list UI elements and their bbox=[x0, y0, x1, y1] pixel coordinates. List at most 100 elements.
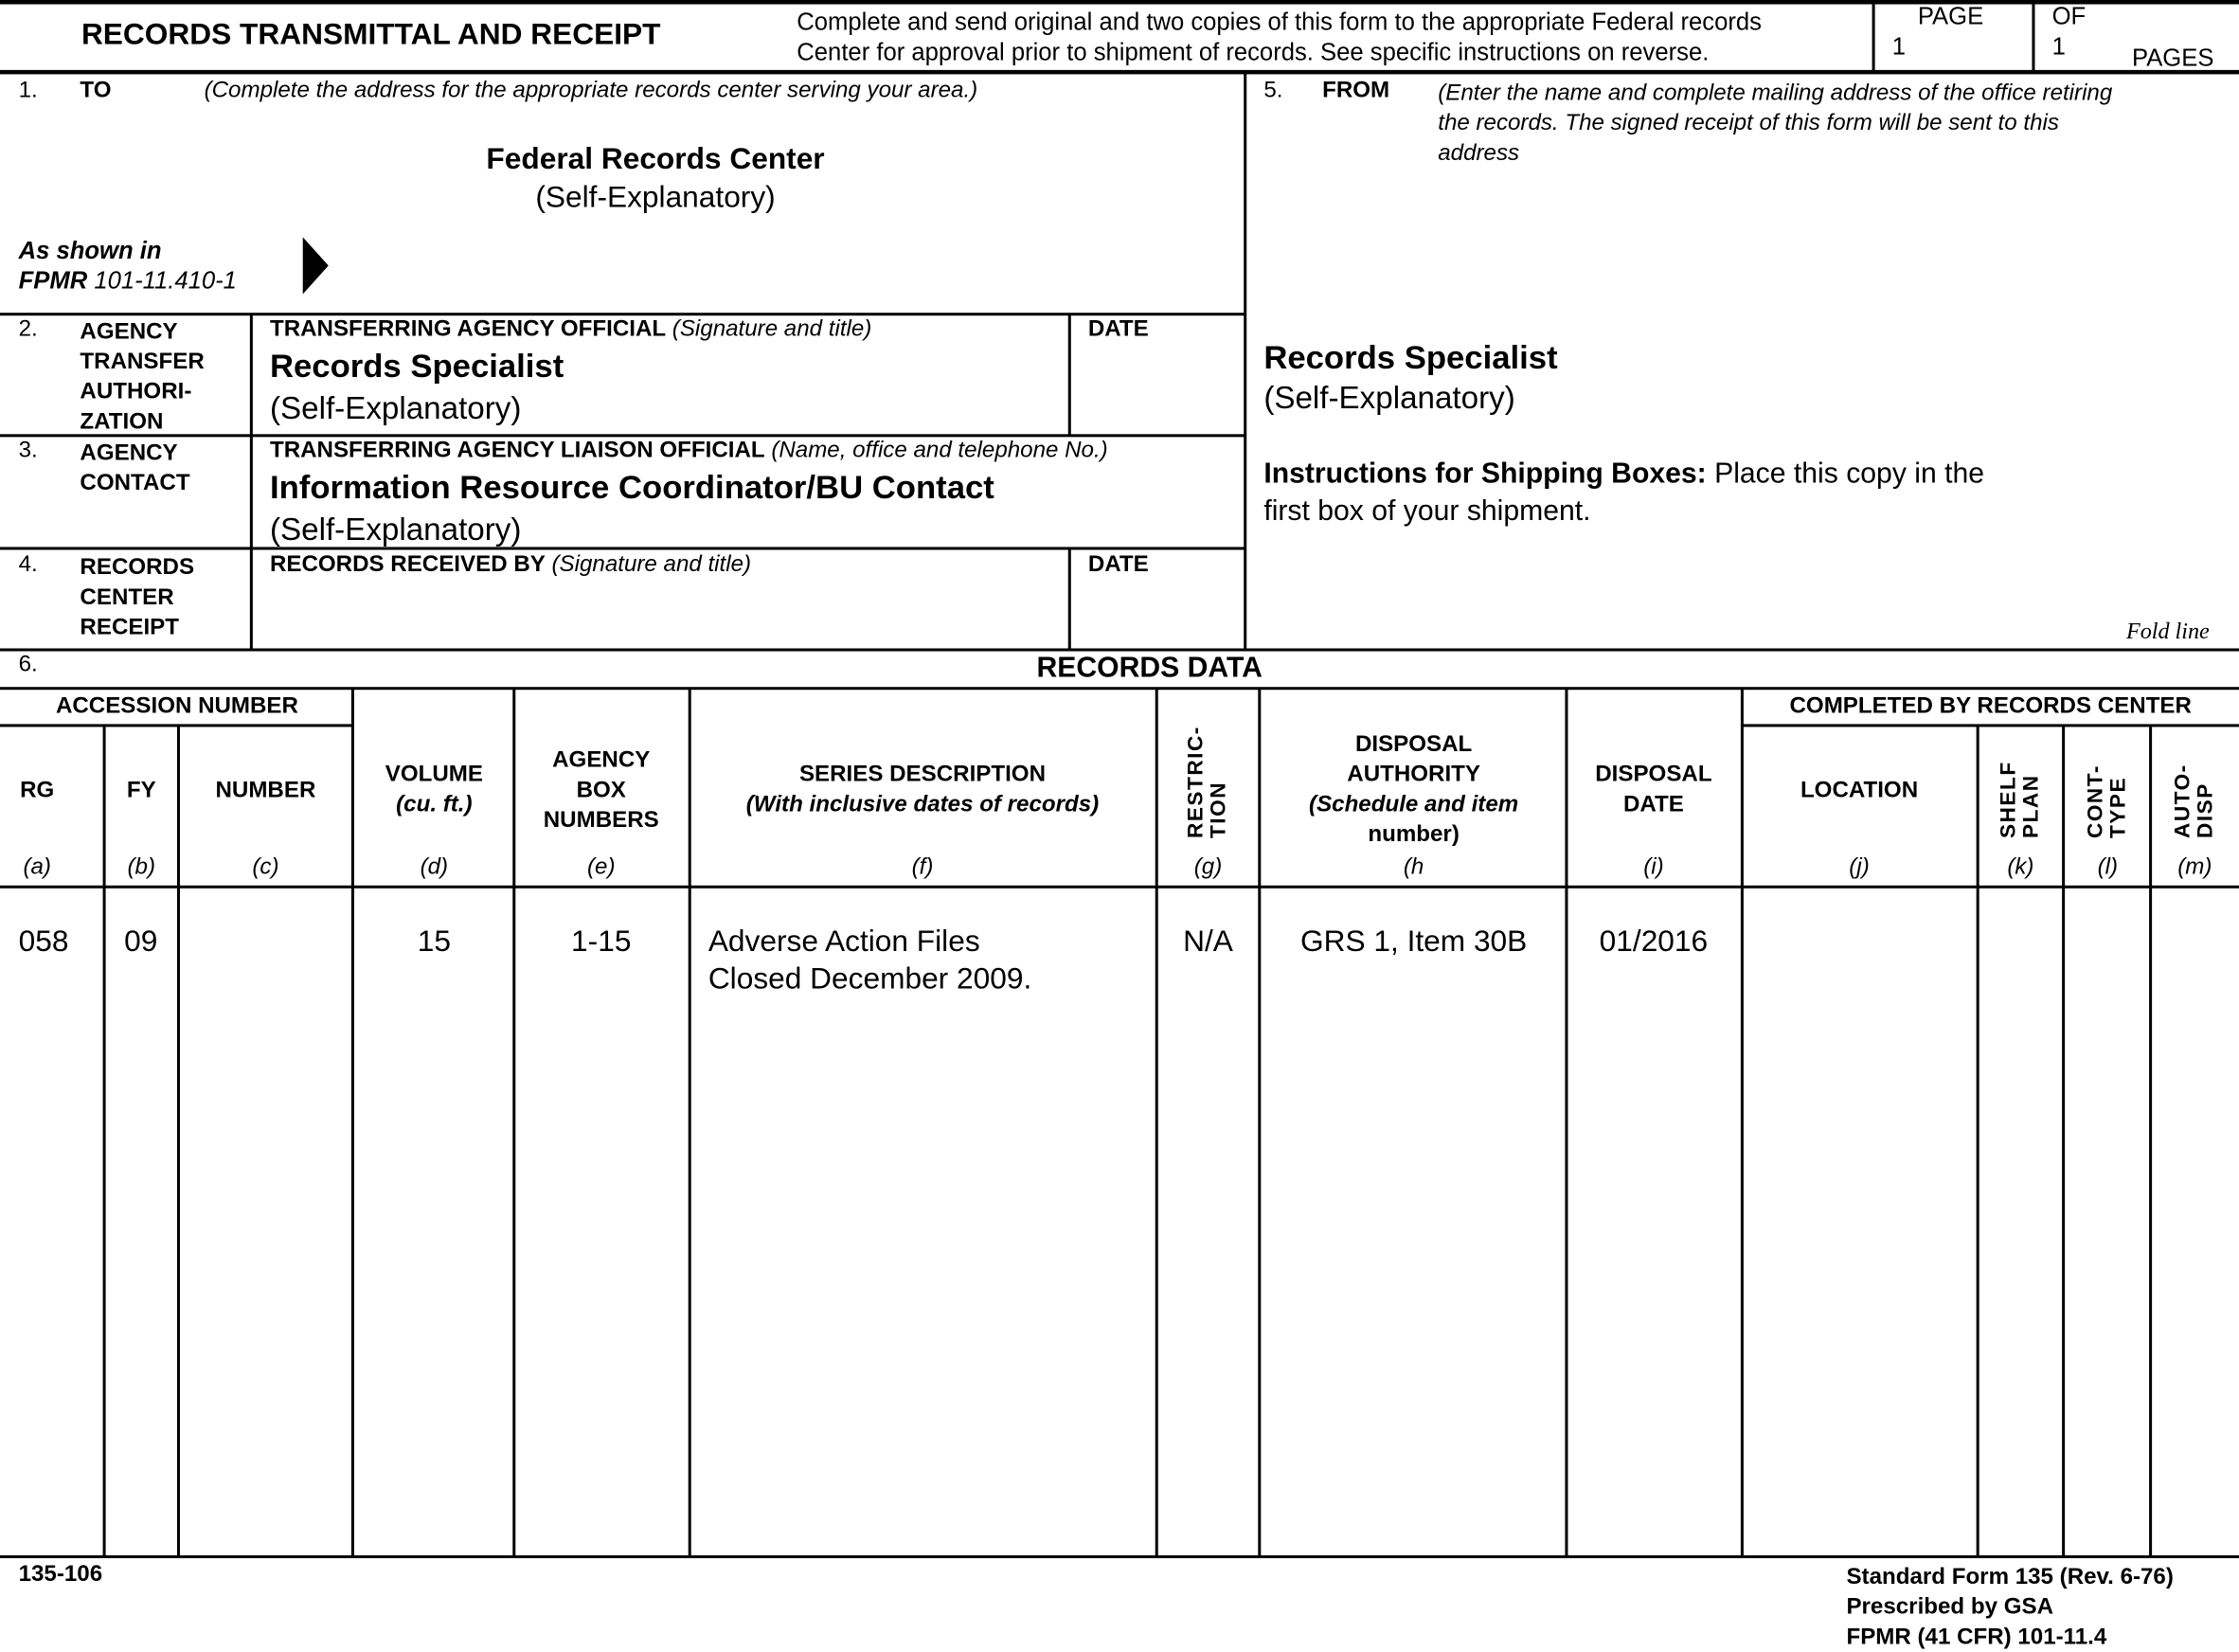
divider bbox=[1976, 725, 1979, 1557]
liaison-hint: (Name, office and telephone No.) bbox=[764, 438, 1108, 463]
header-line: SHELF bbox=[1996, 761, 2021, 839]
header-line: AUTO- bbox=[2170, 763, 2195, 839]
header-line: DATE bbox=[1622, 792, 1684, 817]
from-name[interactable]: Records Specialist bbox=[1263, 338, 1558, 376]
header-line: BOX bbox=[576, 777, 626, 802]
divider bbox=[0, 724, 353, 727]
column-letter: (l) bbox=[2097, 855, 2119, 880]
section-number: 6. bbox=[18, 653, 38, 677]
liaison-sub[interactable]: (Self-Explanatory) bbox=[269, 511, 522, 548]
hint-line: the records. The signed receipt of this … bbox=[1438, 111, 2059, 136]
hint-line: address bbox=[1438, 141, 1520, 166]
divider bbox=[2149, 725, 2153, 1557]
date-label: DATE bbox=[1087, 552, 1149, 578]
divider bbox=[1740, 688, 1744, 1557]
divider bbox=[0, 1554, 2239, 1558]
header-line: TION bbox=[1207, 781, 1231, 839]
pages-label: PAGES bbox=[2131, 44, 2214, 72]
column-header: DISPOSAL DATE bbox=[1595, 760, 1711, 819]
from-hint: (Enter the name and complete mailing add… bbox=[1438, 79, 2112, 169]
section-number: 2. bbox=[18, 316, 38, 342]
column-header: RESTRIC- TION bbox=[1183, 709, 1231, 839]
official-label: TRANSFERRING AGENCY OFFICIAL bbox=[269, 316, 667, 342]
column-letter: (b) bbox=[127, 855, 156, 880]
section-number: 3. bbox=[18, 438, 38, 463]
of-value[interactable]: 1 bbox=[2051, 32, 2066, 61]
divider bbox=[1258, 688, 1262, 1557]
column-header: LOCATION bbox=[1800, 775, 1918, 805]
cell-fy[interactable]: 09 bbox=[124, 925, 158, 959]
triangle-right-icon bbox=[302, 237, 329, 295]
column-letter: (f) bbox=[911, 855, 934, 880]
header-line: NUMBERS bbox=[543, 807, 659, 833]
column-header: RG bbox=[20, 775, 54, 805]
header-line: LOCATION bbox=[1800, 777, 1919, 802]
label-line: CENTER bbox=[80, 585, 174, 610]
shipping-label: Instructions for Shipping Boxes: bbox=[1263, 458, 1707, 491]
divider bbox=[0, 687, 2239, 691]
column-letter: (h bbox=[1403, 855, 1424, 880]
date-label: DATE bbox=[1087, 316, 1149, 342]
cell-restriction[interactable]: N/A bbox=[1183, 925, 1233, 959]
divider bbox=[1244, 71, 1247, 651]
divider bbox=[0, 648, 2239, 652]
column-header: DISPOSAL AUTHORITY (Schedule and item numbe… bbox=[1309, 729, 1518, 850]
divider bbox=[350, 688, 354, 1557]
label-line: CONTACT bbox=[80, 471, 190, 496]
header-line: NUMBER bbox=[215, 777, 316, 802]
header-line: AGENCY bbox=[552, 747, 651, 772]
divider bbox=[102, 725, 106, 1557]
divider bbox=[1742, 724, 2239, 727]
shipping-text: Place this copy in the bbox=[1706, 458, 1985, 491]
header-line: FY bbox=[126, 777, 156, 802]
to-hint: (Complete the address for the appropriat… bbox=[204, 78, 978, 103]
divider bbox=[688, 688, 691, 1557]
column-letter: (g) bbox=[1193, 855, 1223, 880]
divider bbox=[1067, 314, 1071, 436]
liaison-name[interactable]: Information Resource Coordinator/BU Cont… bbox=[269, 468, 994, 506]
column-header: FY bbox=[127, 775, 156, 805]
divider bbox=[0, 69, 2239, 75]
header-line: (Schedule and item bbox=[1309, 792, 1519, 817]
header-line: RESTRIC- bbox=[1183, 726, 1209, 839]
shipping-text: first box of your shipment. bbox=[1263, 495, 1591, 528]
divider bbox=[0, 434, 1245, 438]
cell-volume[interactable]: 15 bbox=[417, 925, 451, 959]
header-line: SERIES DESCRIPTION bbox=[798, 763, 1047, 787]
prescribed-by: Prescribed by GSA bbox=[1846, 1595, 2054, 1620]
official-sub[interactable]: (Self-Explanatory) bbox=[269, 389, 522, 426]
fpmr-ref: 101-11.410-1 bbox=[87, 266, 237, 295]
official-hint: (Signature and title) bbox=[666, 316, 872, 342]
page-value[interactable]: 1 bbox=[1891, 32, 1906, 61]
divider bbox=[1067, 548, 1071, 651]
page-label: PAGE bbox=[1917, 3, 1984, 30]
header-line: DISPOSAL bbox=[1595, 763, 1712, 787]
from-sub[interactable]: (Self-Explanatory) bbox=[1263, 380, 1515, 416]
column-letter: (j) bbox=[1849, 855, 1870, 880]
divider bbox=[1565, 688, 1568, 1557]
header-line: DISP bbox=[2193, 782, 2218, 839]
column-letter: (c) bbox=[252, 855, 279, 880]
column-header: VOLUME (cu. ft.) bbox=[385, 760, 483, 819]
cell-desc1[interactable]: Adverse Action Files bbox=[708, 925, 980, 959]
auth-label: AGENCY TRANSFER AUTHORI- ZATION bbox=[80, 317, 204, 438]
to-sub[interactable]: (Self-Explanatory) bbox=[535, 181, 776, 215]
divider bbox=[1155, 688, 1158, 1557]
cell-desc2[interactable]: Closed December 2009. bbox=[708, 962, 1032, 996]
cell-date[interactable]: 01/2016 bbox=[1599, 925, 1709, 959]
receipt-label: RECORDS CENTER RECEIPT bbox=[80, 552, 194, 642]
cell-boxes[interactable]: 1-15 bbox=[571, 925, 632, 959]
received-hint: (Signature and title) bbox=[545, 552, 752, 578]
header-line: PLAN bbox=[2018, 774, 2044, 839]
divider bbox=[0, 0, 2239, 5]
form-title: RECORDS TRANSMITTAL AND RECEIPT bbox=[81, 18, 661, 52]
divider bbox=[512, 688, 516, 1557]
cell-authority[interactable]: GRS 1, Item 30B bbox=[1299, 925, 1528, 959]
column-header: CONT- TYPE bbox=[2084, 709, 2131, 838]
official-name[interactable]: Records Specialist bbox=[269, 347, 564, 385]
label-line: AUTHORI- bbox=[80, 380, 192, 404]
cell-rg[interactable]: 058 bbox=[18, 925, 69, 959]
column-header: SHELF PLAN bbox=[1996, 709, 2044, 839]
to-name[interactable]: Federal Records Center bbox=[486, 142, 825, 176]
